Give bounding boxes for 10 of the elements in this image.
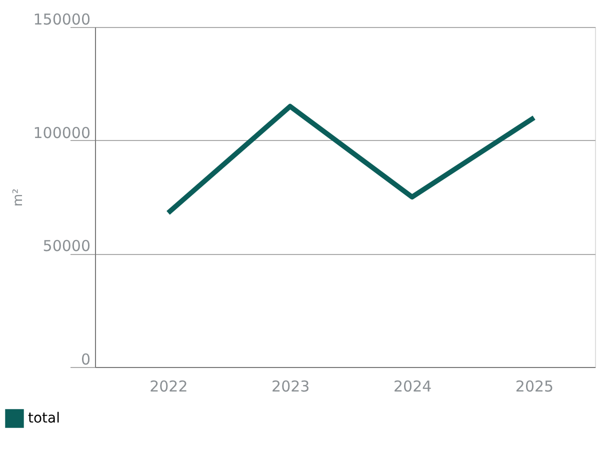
y-axis-title: m²: [11, 188, 26, 206]
y-tick-label: 100000: [33, 124, 90, 142]
x-tick-label: 2022: [150, 378, 188, 396]
y-tick-label: 50000: [42, 237, 90, 256]
x-tick-label: 2025: [515, 378, 554, 396]
x-tick-label: 2024: [393, 378, 432, 396]
y-tick-label: 0: [80, 350, 90, 368]
y-tick-label: 150000: [33, 10, 90, 28]
x-tick-label: 2023: [272, 378, 310, 396]
legend-label: total: [28, 410, 60, 426]
